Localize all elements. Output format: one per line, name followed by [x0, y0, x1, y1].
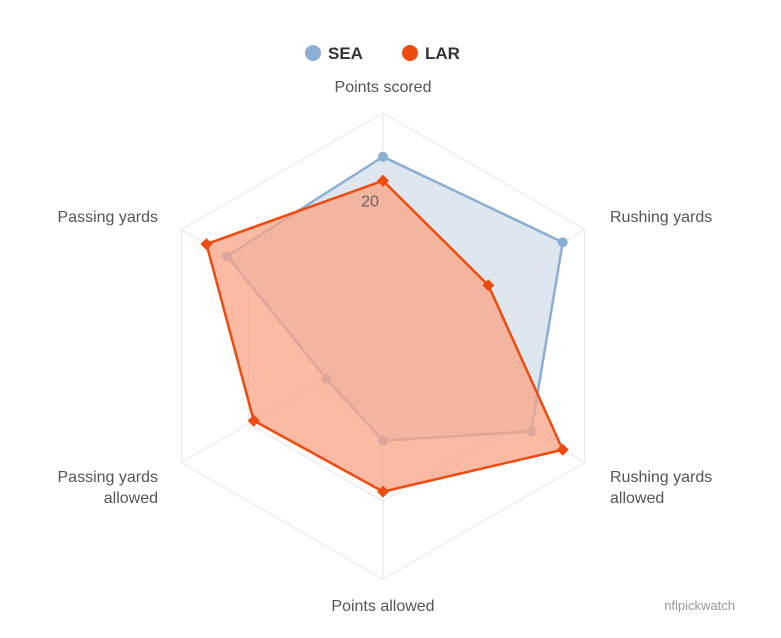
point-lar-rushing-yards-allowed [556, 443, 569, 456]
axis-label-passing-yards: Passing yards [58, 209, 159, 226]
point-lar-rushing-yards [482, 279, 495, 292]
axis-label-points-allowed: Points allowed [331, 598, 434, 615]
radial-tick-label: 20 [361, 193, 379, 210]
axis-label-line: Points scored [335, 79, 432, 96]
point-lar-passing-yards [200, 238, 213, 251]
legend-marker-sea [305, 45, 321, 61]
legend-item-sea[interactable]: SEA [305, 44, 363, 63]
axis-label-line: Rushing yards [610, 209, 712, 226]
point-lar-passing-yards-allowed [247, 414, 260, 427]
axis-label-passing-yards-allowed: Passing yards allowed [58, 469, 159, 507]
axis-label-line: Passing yards [58, 209, 159, 226]
axis-label-rushing-yards-allowed: Rushing yards allowed [610, 469, 712, 507]
series-area-lar [206, 180, 563, 492]
point-sea-rushing-yards [557, 237, 568, 248]
legend-marker-lar [402, 45, 418, 61]
axis-label-line: Passing yards [58, 469, 159, 486]
axis-label-line: Rushing yards [610, 469, 712, 486]
point-sea-points-scored [378, 151, 388, 162]
axis-label-points-scored: Points scored [335, 79, 432, 96]
axis-label-rushing-yards: Rushing yards [610, 209, 712, 226]
legend-label-lar: LAR [425, 44, 460, 63]
series-lar [200, 174, 569, 498]
point-lar-points-scored [377, 174, 389, 187]
axis-label-line: allowed [610, 490, 664, 507]
legend[interactable]: SEA LAR [305, 44, 460, 63]
axis-label-line: allowed [104, 490, 158, 507]
series-layer [200, 151, 569, 498]
point-lar-points-allowed [377, 485, 389, 498]
axis-labels: Points scored Rushing yards Rushing yards a… [58, 79, 713, 615]
credit-text[interactable]: nflpickwatch [664, 598, 735, 613]
legend-item-lar[interactable]: LAR [402, 44, 460, 63]
axis-label-line: Points allowed [331, 598, 434, 615]
legend-label-sea: SEA [328, 44, 363, 63]
